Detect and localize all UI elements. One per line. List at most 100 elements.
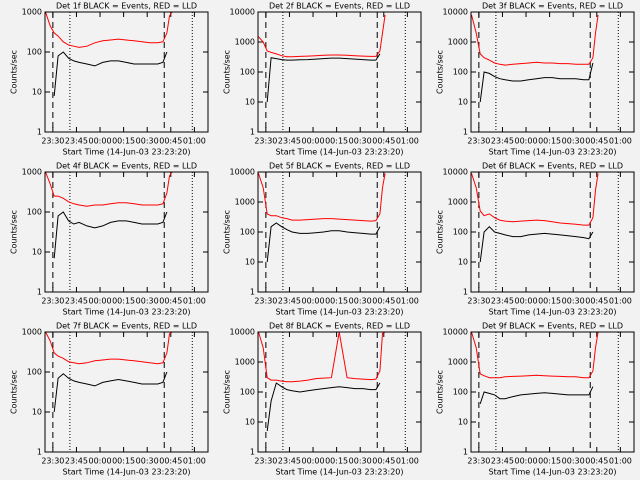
x-tick-label: 00:15 — [538, 297, 561, 306]
x-tick-label: 01:00 — [183, 297, 206, 306]
y-tick-label: 100 — [453, 388, 468, 397]
x-tick-label: 00:00 — [302, 457, 325, 466]
y-tick-label: 10000 — [443, 328, 468, 337]
y-axis-label: Counts/sec — [436, 210, 445, 254]
plot-frame — [257, 171, 422, 293]
x-tick-label: 00:00 — [515, 297, 538, 306]
y-tick-label: 100 — [240, 388, 255, 397]
y-tick-label: 1000 — [22, 8, 42, 17]
x-tick-label: 23:30 — [254, 297, 277, 306]
x-tick-label: 01:00 — [396, 457, 419, 466]
series-line — [471, 173, 599, 226]
plot-frame — [44, 331, 209, 453]
panel-title: Det 4f BLACK = Events, RED = LLD — [56, 162, 197, 171]
x-tick-label: 23:45 — [491, 137, 514, 146]
plot-frame — [470, 171, 635, 293]
x-tick-label: 23:30 — [254, 137, 277, 146]
plot-frame — [470, 11, 635, 133]
x-tick-label: 00:45 — [159, 297, 182, 306]
x-tick-label: 00:30 — [136, 297, 159, 306]
y-tick-label: 10000 — [230, 328, 255, 337]
y-tick-label: 1000 — [22, 168, 42, 177]
x-tick-label: 23:30 — [41, 297, 64, 306]
y-tick-label: 10 — [32, 408, 42, 417]
plot-frame — [257, 11, 422, 133]
x-tick-label: 00:30 — [562, 457, 585, 466]
x-tick-label: 00:15 — [325, 297, 348, 306]
y-tick-label: 1 — [37, 448, 42, 457]
x-axis-label: Start Time (14-Jun-03 23:23:20) — [276, 468, 404, 477]
x-axis-label: Start Time (14-Jun-03 23:23:20) — [489, 148, 617, 157]
y-tick-label: 1 — [250, 128, 255, 137]
panel: Det 6f BLACK = Events, RED = LLD Start Ti… — [436, 162, 635, 317]
x-tick-label: 01:00 — [396, 297, 419, 306]
y-tick-label: 1000 — [22, 328, 42, 337]
series-line — [266, 53, 381, 103]
x-tick-label: 00:45 — [372, 137, 395, 146]
y-tick-label: 1000 — [448, 358, 468, 367]
y-tick-label: 1 — [250, 288, 255, 297]
y-tick-label: 10000 — [230, 8, 255, 17]
x-tick-label: 23:45 — [65, 297, 88, 306]
x-tick-label: 23:45 — [278, 297, 301, 306]
x-tick-label: 23:45 — [278, 457, 301, 466]
x-tick-label: 00:30 — [349, 457, 372, 466]
x-tick-label: 00:15 — [538, 137, 561, 146]
x-tick-label: 23:30 — [41, 137, 64, 146]
y-tick-label: 10 — [245, 258, 255, 267]
y-axis-label: Counts/sec — [10, 210, 19, 254]
x-tick-label: 23:45 — [491, 297, 514, 306]
panel: Det 4f BLACK = Events, RED = LLD Start Ti… — [10, 162, 209, 317]
panel-title: Det 6f BLACK = Events, RED = LLD — [482, 162, 623, 171]
y-tick-label: 1 — [37, 128, 42, 137]
y-tick-label: 100 — [27, 208, 42, 217]
y-axis-label: Counts/sec — [10, 50, 19, 94]
x-tick-label: 23:30 — [41, 457, 64, 466]
panel: Det 9f BLACK = Events, RED = LLD Start Ti… — [436, 322, 635, 477]
y-tick-label: 1 — [463, 128, 468, 137]
x-tick-label: 00:00 — [302, 137, 325, 146]
panel-title: Det 1f BLACK = Events, RED = LLD — [56, 2, 197, 11]
panel: Det 7f BLACK = Events, RED = LLD Start Ti… — [10, 322, 209, 477]
x-tick-label: 00:45 — [585, 457, 608, 466]
panel: Det 3f BLACK = Events, RED = LLD Start Ti… — [436, 2, 635, 157]
x-tick-label: 01:00 — [609, 137, 632, 146]
x-tick-label: 00:00 — [89, 137, 112, 146]
y-tick-label: 10000 — [443, 8, 468, 17]
x-tick-label: 00:45 — [585, 297, 608, 306]
y-tick-label: 1000 — [235, 358, 255, 367]
x-tick-label: 00:45 — [159, 457, 182, 466]
series-line — [45, 171, 173, 207]
y-tick-label: 1000 — [448, 198, 468, 207]
series-line — [45, 11, 173, 48]
x-tick-label: 00:30 — [136, 137, 159, 146]
plot-frame — [257, 331, 422, 453]
panel-title: Det 2f BLACK = Events, RED = LLD — [269, 2, 410, 11]
y-axis-label: Counts/sec — [436, 50, 445, 94]
panel: Det 5f BLACK = Events, RED = LLD Start Ti… — [223, 162, 422, 317]
y-axis-label: Counts/sec — [223, 370, 232, 414]
x-tick-label: 01:00 — [396, 137, 419, 146]
x-tick-label: 01:00 — [609, 457, 632, 466]
x-tick-label: 00:30 — [562, 137, 585, 146]
y-tick-label: 10 — [458, 418, 468, 427]
panel-title: Det 9f BLACK = Events, RED = LLD — [482, 322, 623, 331]
series-line — [53, 371, 168, 413]
x-tick-label: 00:15 — [112, 457, 135, 466]
panel: Det 8f BLACK = Events, RED = LLD Start Ti… — [223, 322, 422, 477]
x-tick-label: 00:30 — [349, 137, 372, 146]
series-line — [479, 225, 594, 263]
x-tick-label: 23:30 — [467, 457, 490, 466]
panel-title: Det 3f BLACK = Events, RED = LLD — [482, 2, 623, 11]
series-line — [258, 331, 386, 383]
panel-title: Det 5f BLACK = Events, RED = LLD — [269, 162, 410, 171]
panel: Det 1f BLACK = Events, RED = LLD Start Ti… — [10, 2, 209, 157]
y-axis-label: Counts/sec — [10, 370, 19, 414]
x-tick-label: 00:00 — [515, 457, 538, 466]
x-axis-label: Start Time (14-Jun-03 23:23:20) — [63, 308, 191, 317]
x-tick-label: 23:45 — [65, 137, 88, 146]
series-line — [258, 14, 386, 58]
series-line — [471, 14, 599, 66]
x-tick-label: 00:15 — [325, 137, 348, 146]
